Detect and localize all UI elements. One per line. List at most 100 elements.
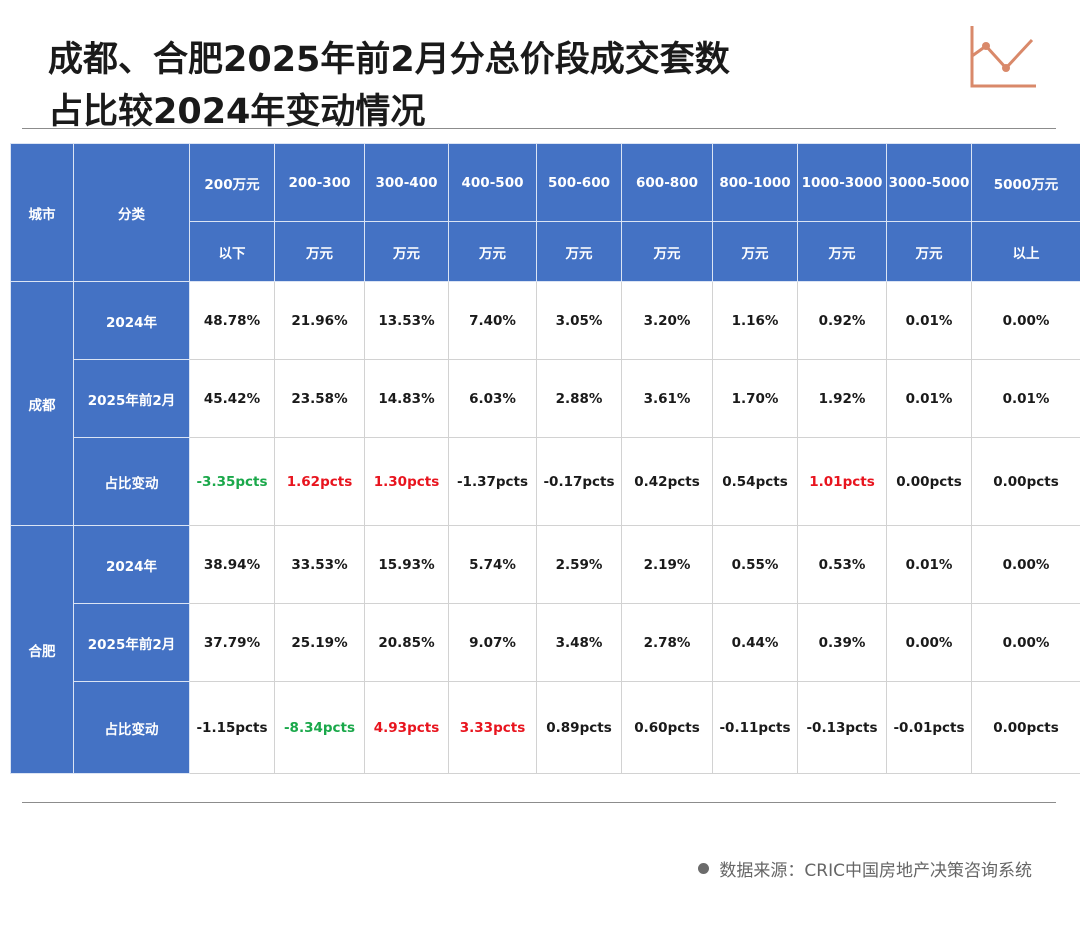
source-text: 数据来源：CRIC中国房地产决策咨询系统 xyxy=(719,861,1032,881)
category-cell: 2024年 xyxy=(73,281,190,360)
value-cell: -3.35pcts xyxy=(189,437,275,526)
value-cell: 20.85% xyxy=(364,603,449,682)
header-column-bottom: 万元 xyxy=(448,221,537,282)
header-column-bottom: 万元 xyxy=(621,221,713,282)
header-column-top: 400-500 xyxy=(448,143,537,222)
header-column-bottom: 万元 xyxy=(274,221,365,282)
header-column-top: 200万元 xyxy=(189,143,275,222)
header-column-top: 800-1000 xyxy=(712,143,798,222)
header-column-bottom: 万元 xyxy=(364,221,449,282)
header-column-top: 300-400 xyxy=(364,143,449,222)
value-cell: 38.94% xyxy=(189,525,275,604)
header-column-top: 600-800 xyxy=(621,143,713,222)
header-column-bottom: 以下 xyxy=(189,221,275,282)
page-title: 成都、合肥2025年前2月分总价段成交套数 占比较2024年变动情况 xyxy=(48,34,730,138)
value-cell: 2.59% xyxy=(536,525,622,604)
value-cell: 2.78% xyxy=(621,603,713,682)
value-cell: 0.39% xyxy=(797,603,887,682)
value-cell: 0.54pcts xyxy=(712,437,798,526)
header-column-bottom: 万元 xyxy=(797,221,887,282)
title-line-1: 成都、合肥2025年前2月分总价段成交套数 xyxy=(48,40,730,80)
table-row: 2025年前2月 45.42% 23.58% 14.83% 6.03% 2.88% 3.61… xyxy=(11,359,1080,438)
header-column-bottom: 以上 xyxy=(971,221,1080,282)
city-cell: 成都 xyxy=(10,281,74,526)
value-cell: 5.74% xyxy=(448,525,537,604)
value-cell: 0.01% xyxy=(971,359,1080,438)
footer-divider xyxy=(22,802,1056,803)
value-cell: 0.55% xyxy=(712,525,798,604)
value-cell: 1.30pcts xyxy=(364,437,449,526)
value-cell: 1.92% xyxy=(797,359,887,438)
table-row: 2025年前2月 37.79% 25.19% 20.85% 9.07% 3.48% 2.78… xyxy=(11,603,1080,682)
table-row: 占比变动 -1.15pcts -8.34pcts 4.93pcts 3.33pcts 0.… xyxy=(11,681,1080,774)
value-cell: 1.16% xyxy=(712,281,798,360)
value-cell: 23.58% xyxy=(274,359,365,438)
value-cell: 0.53% xyxy=(797,525,887,604)
value-cell: 0.42pcts xyxy=(621,437,713,526)
dot-icon xyxy=(698,863,710,874)
value-cell: 0.00% xyxy=(971,281,1080,360)
value-cell: 3.05% xyxy=(536,281,622,360)
header-category: 分类 xyxy=(73,143,190,282)
value-cell: 0.00% xyxy=(886,603,972,682)
value-cell: 3.33pcts xyxy=(448,681,537,774)
header-row-bottom: 以下 万元 万元 万元 万元 万元 万元 万元 万元 以上 xyxy=(11,221,1080,282)
value-cell: 2.88% xyxy=(536,359,622,438)
value-cell: 25.19% xyxy=(274,603,365,682)
value-cell: 1.70% xyxy=(712,359,798,438)
value-cell: 9.07% xyxy=(448,603,537,682)
value-cell: 13.53% xyxy=(364,281,449,360)
city-cell: 合肥 xyxy=(10,525,74,774)
value-cell: 7.40% xyxy=(448,281,537,360)
category-cell: 2024年 xyxy=(73,525,190,604)
header-column-bottom: 万元 xyxy=(536,221,622,282)
category-cell: 2025年前2月 xyxy=(73,603,190,682)
header-city: 城市 xyxy=(10,143,74,282)
value-cell: -8.34pcts xyxy=(274,681,365,774)
table-body: 城市 分类 200万元 200-300 300-400 400-500 500-600 600… xyxy=(10,143,1080,774)
line-chart-icon xyxy=(970,26,1036,88)
value-cell: 3.61% xyxy=(621,359,713,438)
header-column-top: 500-600 xyxy=(536,143,622,222)
value-cell: -1.37pcts xyxy=(448,437,537,526)
value-cell: 3.20% xyxy=(621,281,713,360)
title-line-2: 占比较2024年变动情况 xyxy=(48,92,426,132)
category-cell: 占比变动 xyxy=(73,681,190,774)
table-row: 成都 2024年 48.78% 21.96% 13.53% 7.40% 3.05% 3.20%… xyxy=(10,281,1080,526)
header-column-bottom: 万元 xyxy=(886,221,972,282)
value-cell: 33.53% xyxy=(274,525,365,604)
value-cell: 0.92% xyxy=(797,281,887,360)
value-cell: 0.00pcts xyxy=(971,437,1080,526)
value-cell: 37.79% xyxy=(189,603,275,682)
header-column-top: 5000万元 xyxy=(971,143,1080,222)
value-cell: 0.44% xyxy=(712,603,798,682)
value-cell: 48.78% xyxy=(189,281,275,360)
value-cell: 0.00% xyxy=(971,603,1080,682)
value-cell: -1.15pcts xyxy=(189,681,275,774)
value-cell: 3.48% xyxy=(536,603,622,682)
value-cell: 0.01% xyxy=(886,525,972,604)
header-column-bottom: 万元 xyxy=(712,221,798,282)
value-cell: -0.01pcts xyxy=(886,681,972,774)
value-cell: 21.96% xyxy=(274,281,365,360)
table-row: 占比变动 -3.35pcts 1.62pcts 1.30pcts -1.37pcts -0… xyxy=(11,437,1080,526)
source-note: 数据来源：CRIC中国房地产决策咨询系统 xyxy=(698,856,1032,881)
title-divider xyxy=(22,128,1056,129)
header-column-top: 3000-5000 xyxy=(886,143,972,222)
value-cell: 1.62pcts xyxy=(274,437,365,526)
header-column-top: 1000-3000 xyxy=(797,143,887,222)
value-cell: -0.11pcts xyxy=(712,681,798,774)
value-cell: 4.93pcts xyxy=(364,681,449,774)
value-cell: 45.42% xyxy=(189,359,275,438)
header-column-top: 200-300 xyxy=(274,143,365,222)
value-cell: 14.83% xyxy=(364,359,449,438)
price-band-table: 城市 分类 200万元 200-300 300-400 400-500 500-600 600… xyxy=(10,143,1080,774)
value-cell: -0.13pcts xyxy=(797,681,887,774)
table-row: 合肥 2024年 38.94% 33.53% 15.93% 5.74% 2.59% 2.19%… xyxy=(10,525,1080,774)
value-cell: 6.03% xyxy=(448,359,537,438)
value-cell: 15.93% xyxy=(364,525,449,604)
value-cell: 1.01pcts xyxy=(797,437,887,526)
value-cell: 2.19% xyxy=(621,525,713,604)
value-cell: 0.00pcts xyxy=(886,437,972,526)
value-cell: 0.00% xyxy=(971,525,1080,604)
